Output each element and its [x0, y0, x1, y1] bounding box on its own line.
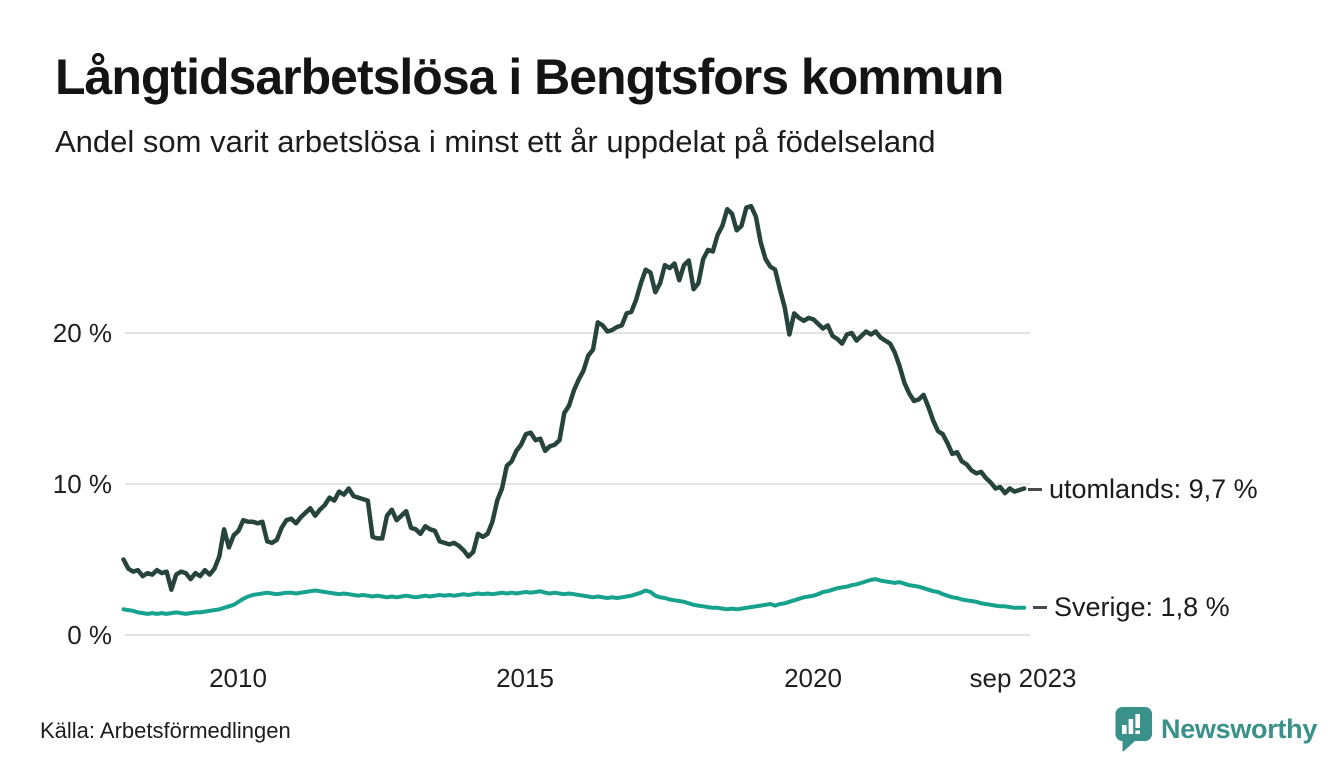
- y-axis-tick-20: 20 %: [52, 318, 112, 348]
- newsworthy-logo: Newsworthy: [1113, 706, 1317, 752]
- series-line-utomlands: [121, 203, 1027, 592]
- x-axis-tick-2015: 2015: [496, 663, 554, 693]
- page-title: Långtidsarbetslösa i Bengtsfors kommun: [55, 49, 1004, 105]
- newsworthy-wordmark: Newsworthy: [1161, 713, 1318, 744]
- page-subtitle: Andel som varit arbetslösa i minst ett å…: [55, 124, 936, 159]
- series-label-utomlands: utomlands: 9,7 %: [1028, 474, 1258, 505]
- series-label-sverige: Sverige: 1,8 %: [1033, 592, 1230, 623]
- label-connector-dash: [1033, 606, 1047, 609]
- series-line-sverige: [121, 577, 1027, 616]
- series-label-sverige-text: Sverige: 1,8 %: [1054, 592, 1230, 622]
- series-label-utomlands-text: utomlands: 9,7 %: [1049, 474, 1258, 504]
- y-axis-tick-10: 10 %: [52, 469, 112, 499]
- y-axis-tick-0: 0 %: [67, 620, 112, 650]
- x-axis-tick-2010: 2010: [209, 663, 267, 693]
- newsworthy-bubble-icon: [1115, 707, 1152, 752]
- label-connector-dash: [1028, 488, 1042, 491]
- source-text: Källa: Arbetsförmedlingen: [40, 718, 291, 743]
- x-axis-tick-2020: 2020: [784, 663, 842, 693]
- x-axis-tick-sep2023: sep 2023: [969, 663, 1077, 693]
